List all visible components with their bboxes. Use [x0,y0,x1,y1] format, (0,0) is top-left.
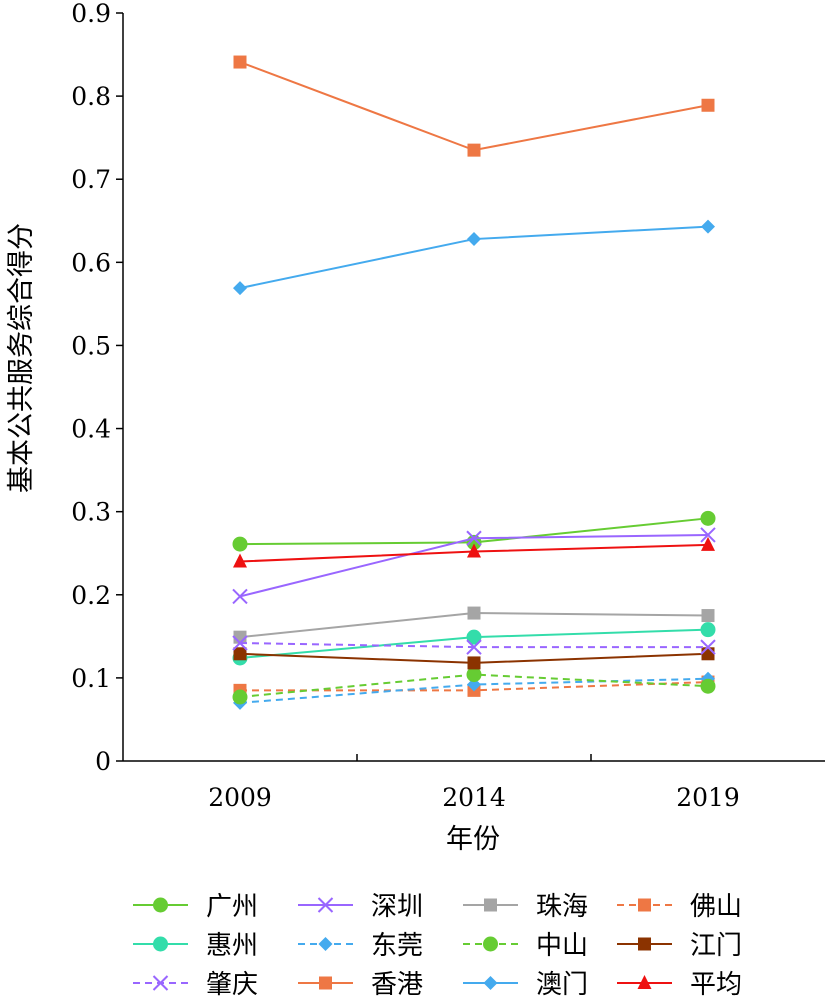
legend-item: 佛山 [617,892,742,922]
legend-label: 珠海 [536,892,588,922]
legend-swatch-marker [153,897,168,913]
data-point [700,510,716,526]
data-point [466,530,482,546]
series-肇庆 [232,635,716,655]
data-point [232,536,248,552]
legend-item: 澳门 [463,970,588,1000]
data-point [232,588,248,605]
series-中山 [232,667,716,705]
legend-swatch-marker [638,937,651,951]
legend-swatch-marker [484,898,497,912]
y-axis-title: 基本公共服务综合得分 [6,223,37,493]
legend-label: 佛山 [690,892,742,922]
legend-item: 惠州 [133,931,258,961]
legend-swatch-marker [318,937,333,951]
y-tick-label: 0.2 [71,581,111,610]
data-point [467,143,481,157]
x-tick-label: 2014 [442,783,506,812]
legend-label: 惠州 [206,931,258,961]
data-point [466,629,482,645]
legend-label: 江门 [690,931,742,961]
legend-label: 广州 [206,892,258,922]
series-平均 [233,536,715,568]
legend-swatch-marker [483,936,498,952]
legend-item: 中山 [463,931,588,961]
data-point [701,647,715,661]
legend-item: 东莞 [298,931,423,961]
legend-swatch-marker [153,936,168,952]
legend-item: 珠海 [463,892,588,922]
legend-swatch-marker [152,975,169,991]
legend-swatch-marker [319,976,332,990]
legend-label: 肇庆 [206,970,258,1000]
data-point [467,656,481,670]
legend-item: 深圳 [298,892,423,922]
data-point [700,678,716,694]
data-point [232,689,248,705]
y-tick-label: 0.3 [71,498,111,527]
series-line [239,673,709,698]
series-深圳 [232,527,716,605]
data-point [233,55,247,69]
legend-label: 东莞 [371,931,423,961]
data-point [701,609,715,623]
data-point [467,543,481,558]
data-point [467,606,481,620]
data-point [466,667,482,683]
axes: 0 0.1 0.2 0.3 0.4 0.5 0.6 0.7 0.8 0.9 2009 2014 2019 [71,0,825,812]
legend-label: 中山 [536,931,588,961]
data-point [701,98,715,112]
legend-swatch-marker [637,975,652,989]
data-point [233,553,247,568]
series-江门 [233,647,715,670]
series-惠州 [232,622,716,666]
legend-swatch-marker [483,976,498,990]
y-tick-label: 0.9 [71,0,111,28]
series-香港 [233,55,715,157]
series-lines [232,55,716,710]
data-point [467,232,481,247]
legend-item: 广州 [133,892,258,922]
y-tick-label: 0.8 [71,82,111,111]
x-tick-label: 2019 [676,783,740,812]
y-tick-label: 0 [95,747,111,776]
legend-swatch-marker [317,897,334,913]
y-tick-label: 0.6 [71,248,111,277]
x-axis-title: 年份 [446,824,500,855]
legend-label: 深圳 [371,892,423,922]
data-point [232,635,248,651]
data-point [701,536,715,551]
series-line [239,61,709,152]
legend-swatch-marker [638,898,651,912]
data-point [700,622,716,638]
y-tick-label: 0.4 [71,415,111,444]
data-point [700,527,716,543]
legend-label: 平均 [690,970,742,1000]
y-tick-label: 0.5 [71,331,111,360]
legend-label: 澳门 [536,970,588,1000]
legend-item: 香港 [298,970,423,1000]
series-澳门 [233,219,715,296]
legend-item: 平均 [617,970,742,1000]
data-point [233,281,247,296]
y-tick-label: 0.1 [71,664,111,693]
data-point [701,219,715,234]
data-point [466,639,482,655]
legend-label: 香港 [371,970,423,1000]
x-tick-label: 2009 [208,783,272,812]
data-point [700,639,716,655]
legend-item: 肇庆 [133,970,258,1000]
data-point [233,647,247,661]
y-tick-label: 0.7 [71,165,111,194]
legend-item: 江门 [617,931,742,961]
